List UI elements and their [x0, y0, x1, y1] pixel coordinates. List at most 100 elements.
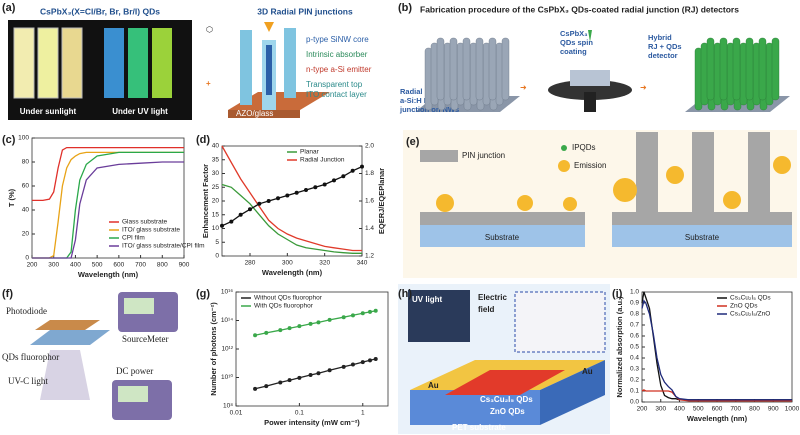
series-line: [221, 183, 362, 254]
panel-label: (d): [196, 134, 210, 146]
substrate: [420, 225, 585, 247]
y-tick-label: 60: [22, 183, 30, 190]
marker: [373, 308, 378, 313]
legend-label: With QDs fluorophor: [254, 303, 314, 310]
series-line: [32, 161, 184, 259]
nanowire: [706, 37, 715, 101]
y2-tick-label: 2.0: [365, 143, 374, 150]
x-tick-label: 1000: [785, 406, 800, 413]
marker: [360, 360, 365, 365]
legend-label: Radial Junction: [300, 157, 345, 164]
y-tick-label: 0.4: [630, 355, 639, 362]
panel-label: (f): [2, 288, 13, 300]
emission: [517, 195, 533, 211]
nanowire: [719, 37, 728, 101]
x-tick-label: 600: [113, 262, 124, 269]
photo-label: Under UV light: [112, 107, 168, 116]
x-tick-label: 800: [157, 262, 168, 269]
layer-label: Transparent top: [306, 80, 363, 89]
crystal-icon: ⬡: [206, 25, 213, 34]
step-label: Radial: [400, 87, 423, 96]
legend-label: Cs₃Cu₂I₅/ZnO: [730, 311, 770, 318]
emission: [723, 191, 741, 209]
emission: [563, 197, 577, 211]
marker: [316, 320, 321, 325]
y-tick-label: 35: [212, 156, 220, 163]
vial: [61, 27, 83, 99]
layer-label: ITO contact layer: [306, 90, 367, 99]
emission: [436, 194, 454, 212]
y-tick-label: 10¹²: [221, 346, 233, 353]
x-tick-label: 200: [27, 262, 38, 269]
x-tick-label: 300: [282, 260, 293, 267]
substrate: [612, 225, 792, 247]
emission: [613, 178, 637, 202]
y-tick-label: 40: [22, 207, 30, 214]
pin-layer: [612, 212, 792, 225]
x-tick-label: 1: [361, 410, 365, 417]
step-label: detector: [648, 51, 678, 60]
y2-tick-label: 1.2: [365, 253, 374, 260]
panel-b: (b) Fabrication procedure of the CsPbX₃ …: [398, 2, 790, 114]
marker: [285, 193, 290, 198]
y-tick-label: 20: [212, 198, 220, 205]
marker: [287, 326, 292, 331]
plot-area: [31, 137, 185, 259]
marker: [294, 190, 299, 195]
label: ZnO QDs: [490, 407, 525, 416]
y-tick-label: 100: [18, 135, 29, 142]
nanowire: [475, 37, 484, 101]
y-tick-label: 0: [215, 253, 219, 260]
panel-e: (e) PIN junction IPQDs Emission Substrat…: [403, 130, 797, 278]
step-label: coating: [560, 47, 587, 56]
label: field: [478, 305, 495, 314]
marker: [308, 321, 313, 326]
marker: [341, 364, 346, 369]
display: [118, 386, 148, 402]
substrate: [228, 110, 300, 118]
pin-pillar: [692, 132, 714, 212]
y-tick-label: 0.2: [630, 377, 639, 384]
arrow: [264, 22, 274, 32]
marker: [253, 333, 258, 338]
nanowire: [732, 37, 741, 101]
photodiode: [35, 320, 100, 330]
spin-coater: [584, 92, 596, 112]
emission: [666, 166, 684, 184]
marker: [341, 174, 346, 179]
x-tick-label: 400: [70, 262, 81, 269]
marker: [327, 317, 332, 322]
panel-a: (a) CsPbX₃(X=Cl/Br, Br, Br/I) QDs Under …: [2, 2, 372, 120]
x-tick-label: 300: [655, 406, 666, 413]
step-label: Hybrid: [648, 33, 672, 42]
label: Cs₃Cu₂I₅ QDs: [480, 395, 533, 404]
series-line: [641, 299, 792, 401]
y2-tick-label: 1.8: [365, 170, 374, 177]
label: Electric: [478, 293, 507, 302]
marker: [304, 188, 308, 192]
qd-layer: [445, 370, 565, 395]
y-tick-label: 0.6: [630, 333, 639, 340]
legend-label: IPQDs: [572, 143, 596, 152]
substrate: [228, 92, 330, 110]
marker: [360, 311, 365, 316]
marker: [332, 178, 336, 183]
nanowire: [771, 37, 780, 101]
marker: [341, 315, 346, 320]
nanowire: [501, 37, 510, 101]
step-label: RJ + QDs: [648, 42, 682, 51]
marker: [313, 185, 318, 190]
y-tick-label: 80: [22, 159, 30, 166]
sample: [570, 70, 610, 86]
label: Au: [428, 381, 439, 390]
panel-label: (h): [398, 288, 412, 300]
y-tick-label: 25: [212, 184, 220, 191]
pet-substrate: [540, 360, 605, 425]
y-tick-label: 40: [212, 143, 220, 150]
marker: [264, 330, 269, 335]
arrow: ➜: [640, 83, 647, 92]
panel-label: (b): [398, 2, 412, 14]
pillar: [284, 28, 296, 98]
nanowire: [449, 37, 458, 101]
